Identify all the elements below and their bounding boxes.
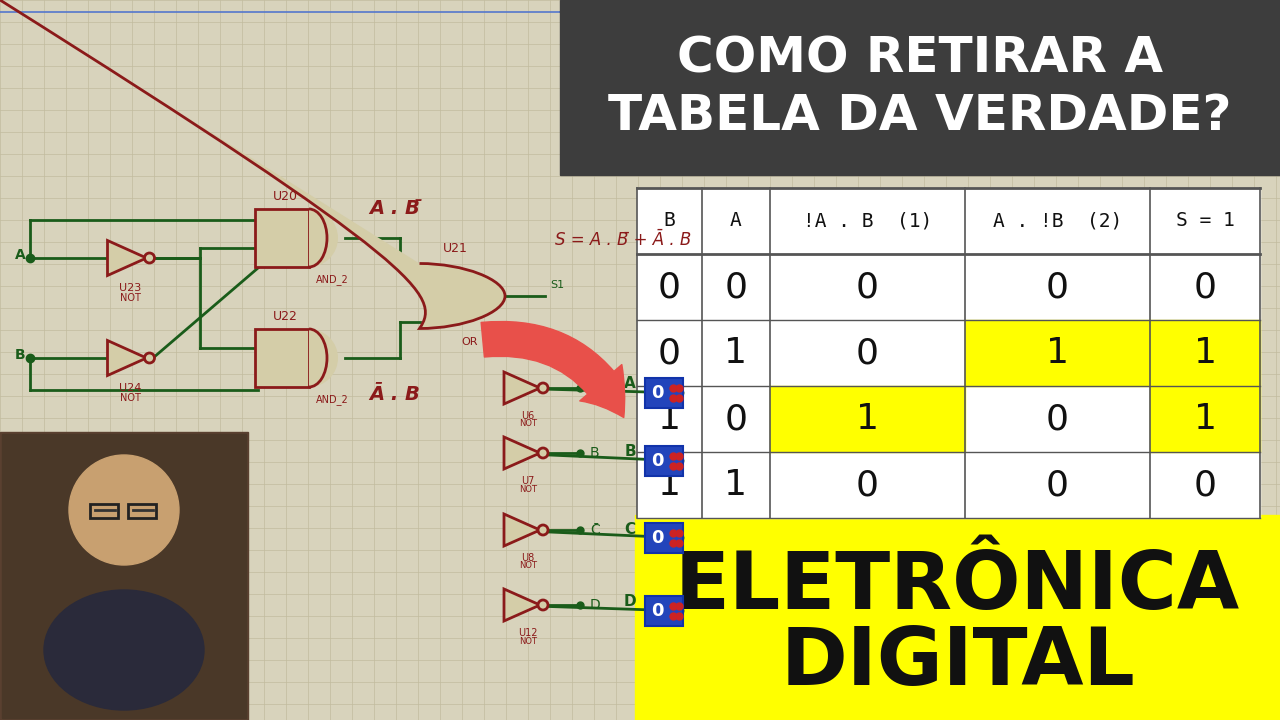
Text: 1: 1	[1193, 336, 1216, 370]
Text: C: C	[625, 521, 636, 536]
Text: 0: 0	[658, 270, 681, 304]
Text: 0: 0	[1046, 402, 1069, 436]
Text: U24: U24	[119, 383, 141, 393]
Circle shape	[538, 525, 548, 535]
Bar	[1149, 386, 1260, 452]
Bar	[0, 432, 248, 720]
Text: S1: S1	[550, 280, 564, 290]
Text: U7: U7	[521, 476, 535, 486]
Text: 0: 0	[724, 402, 748, 436]
FancyArrowPatch shape	[481, 322, 625, 418]
Text: 0: 0	[1193, 270, 1216, 304]
Text: 1: 1	[724, 468, 748, 502]
Bar	[3, 434, 246, 718]
Bar	[255, 209, 308, 267]
PathPatch shape	[0, 264, 506, 720]
Text: S = 1: S = 1	[1175, 212, 1234, 230]
Bar	[965, 320, 1149, 386]
Text: 1: 1	[658, 402, 681, 436]
Circle shape	[145, 253, 155, 263]
Text: NOT: NOT	[518, 562, 538, 570]
Bar	[635, 515, 1280, 720]
Text: U6: U6	[521, 411, 535, 421]
Text: 1: 1	[1046, 336, 1069, 370]
Text: AND_2: AND_2	[316, 274, 348, 285]
Text: 0: 0	[1046, 270, 1069, 304]
Text: A: A	[730, 212, 742, 230]
Bar	[90, 504, 118, 518]
Text: D: D	[590, 598, 600, 612]
Text: COMO RETIRAR A
TABELA DA VERDADE?: COMO RETIRAR A TABELA DA VERDADE?	[608, 35, 1231, 140]
Text: A . !B  (2): A . !B (2)	[993, 212, 1123, 230]
Bar	[645, 523, 684, 553]
Text: 0: 0	[650, 529, 663, 547]
Text: A: A	[590, 381, 599, 395]
Text: 0: 0	[650, 384, 663, 402]
Bar	[637, 188, 1260, 518]
Text: 1: 1	[658, 468, 681, 502]
Text: C̄: C̄	[590, 523, 600, 537]
Wedge shape	[308, 209, 338, 267]
Text: B: B	[663, 212, 676, 230]
Text: B: B	[625, 444, 636, 459]
Text: 0: 0	[724, 270, 748, 304]
Text: 0: 0	[1193, 468, 1216, 502]
Bar	[255, 329, 308, 387]
Text: 0: 0	[856, 270, 879, 304]
Text: 0: 0	[856, 336, 879, 370]
Text: 0: 0	[650, 452, 663, 470]
Text: U8: U8	[521, 553, 535, 563]
Circle shape	[538, 448, 548, 458]
Text: B: B	[590, 446, 599, 460]
Text: AND_2: AND_2	[316, 395, 348, 405]
Text: 0: 0	[658, 336, 681, 370]
Text: !A . B  (1): !A . B (1)	[803, 212, 932, 230]
Circle shape	[538, 600, 548, 610]
Text: 1: 1	[724, 336, 748, 370]
Polygon shape	[504, 514, 540, 546]
Text: U21: U21	[443, 243, 467, 256]
Text: NOT: NOT	[518, 420, 538, 428]
Text: U23: U23	[119, 283, 141, 293]
Bar	[561, 0, 1280, 175]
Text: A: A	[625, 377, 636, 392]
Text: Ā . B: Ā . B	[370, 385, 420, 405]
Circle shape	[69, 455, 179, 565]
Bar	[645, 446, 684, 476]
Text: 1: 1	[856, 402, 879, 436]
Text: 1: 1	[1193, 402, 1216, 436]
Text: B: B	[14, 348, 26, 362]
Text: 0: 0	[856, 468, 879, 502]
Text: DIGITAL: DIGITAL	[780, 624, 1135, 701]
Text: 0: 0	[650, 602, 663, 620]
Circle shape	[538, 383, 548, 393]
Polygon shape	[108, 240, 146, 276]
Bar	[1149, 320, 1260, 386]
Text: NOT: NOT	[518, 636, 538, 646]
Text: NOT: NOT	[518, 485, 538, 493]
Text: S = A . B̄ + Ā . B: S = A . B̄ + Ā . B	[556, 231, 691, 249]
Bar	[645, 596, 684, 626]
Text: NOT: NOT	[119, 393, 141, 403]
Bar	[128, 504, 156, 518]
Text: NOT: NOT	[119, 293, 141, 303]
Text: U20: U20	[273, 189, 297, 202]
Bar	[645, 378, 684, 408]
Bar	[771, 386, 965, 452]
Text: OR: OR	[462, 337, 479, 347]
Circle shape	[145, 353, 155, 363]
Ellipse shape	[44, 590, 204, 710]
Polygon shape	[108, 341, 146, 376]
Wedge shape	[308, 329, 338, 387]
Text: ELETRÔNICA: ELETRÔNICA	[675, 548, 1240, 626]
Text: D: D	[623, 595, 636, 610]
Text: U12: U12	[518, 628, 538, 638]
Text: 0: 0	[1046, 468, 1069, 502]
Text: A . B̄: A . B̄	[370, 199, 420, 217]
Polygon shape	[504, 437, 540, 469]
Polygon shape	[504, 589, 540, 621]
Text: A: A	[14, 248, 26, 262]
Text: U22: U22	[273, 310, 297, 323]
Polygon shape	[504, 372, 540, 404]
